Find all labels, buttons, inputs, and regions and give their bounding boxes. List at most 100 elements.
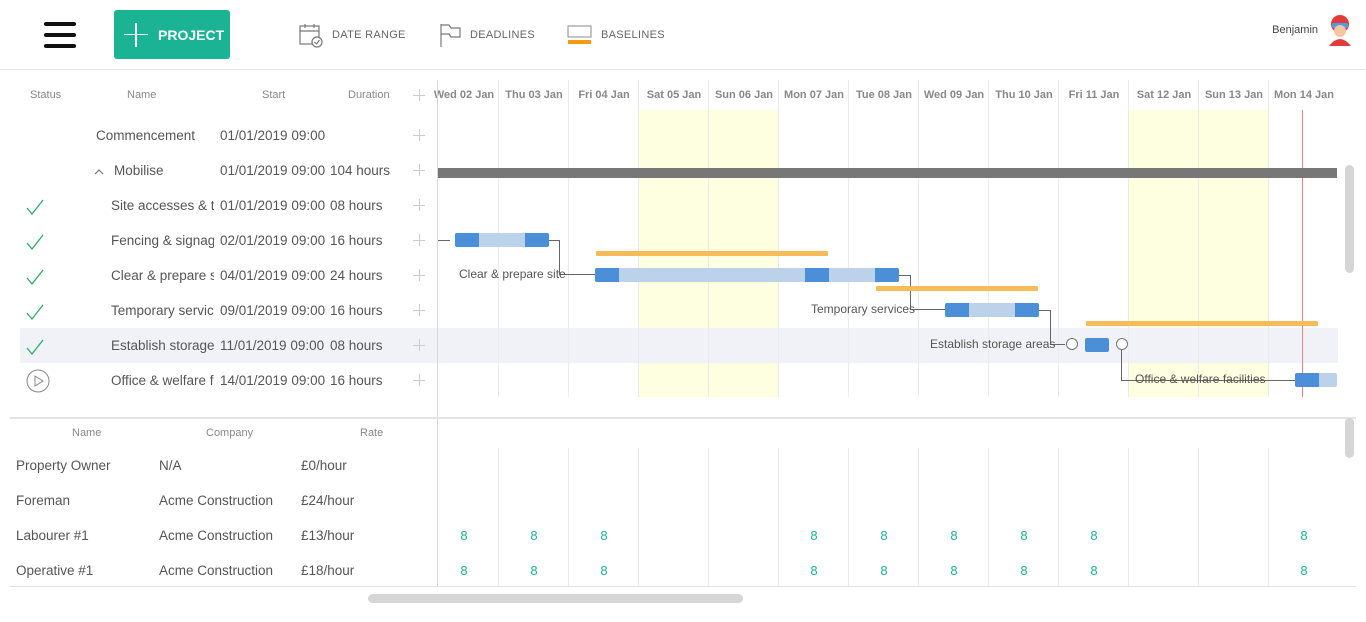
- resource-hours[interactable]: 8: [460, 528, 468, 543]
- user-menu[interactable]: Benjamin: [1272, 14, 1354, 46]
- complete-check-icon[interactable]: [26, 198, 44, 216]
- resource-hours[interactable]: 8: [1020, 563, 1028, 578]
- task-duration[interactable]: 104 hours: [330, 163, 391, 178]
- resource-hours[interactable]: 8: [880, 528, 888, 543]
- resource-rate[interactable]: £0/hour: [301, 458, 347, 473]
- resource-rate[interactable]: £13/hour: [301, 528, 355, 543]
- complete-check-icon[interactable]: [26, 303, 44, 321]
- deadlines-button[interactable]: DEADLINES: [440, 22, 535, 48]
- add-project-button[interactable]: PROJECT: [114, 10, 230, 59]
- resource-hours[interactable]: 8: [1300, 563, 1308, 578]
- add-task-icon[interactable]: [413, 339, 425, 351]
- resource-hours[interactable]: 8: [810, 528, 818, 543]
- baselines-button[interactable]: BASELINES: [567, 22, 665, 48]
- resource-hours[interactable]: 8: [460, 563, 468, 578]
- task-bar-handle[interactable]: [455, 233, 479, 247]
- resource-company[interactable]: Acme Construction: [159, 563, 274, 578]
- task-duration[interactable]: 08 hours: [330, 198, 383, 213]
- task-start[interactable]: 04/01/2019 09:00: [220, 268, 326, 283]
- resource-hours[interactable]: 8: [530, 528, 538, 543]
- column-header-start[interactable]: Start: [262, 89, 286, 101]
- task-name[interactable]: Clear & prepare si: [111, 268, 214, 283]
- resource-hours[interactable]: 8: [950, 563, 958, 578]
- task-start[interactable]: 01/01/2019 09:00: [220, 198, 326, 213]
- resource-hours[interactable]: 8: [1090, 528, 1098, 543]
- link-handle-left[interactable]: [1066, 338, 1078, 350]
- task-name[interactable]: Temporary services: [111, 303, 214, 318]
- horizontal-scrollbar[interactable]: [368, 594, 743, 603]
- task-bar-handle[interactable]: [875, 268, 899, 282]
- menu-icon[interactable]: [44, 22, 76, 48]
- summary-bar-mobilise[interactable]: [438, 168, 1337, 178]
- task-start[interactable]: 14/01/2019 09:00: [220, 373, 326, 388]
- task-bar-clear[interactable]: [595, 268, 899, 282]
- resource-hours[interactable]: 8: [600, 563, 608, 578]
- resource-name[interactable]: Labourer #1: [16, 528, 89, 543]
- resource-rate[interactable]: £18/hour: [301, 563, 355, 578]
- task-bar-handle[interactable]: [1015, 303, 1039, 317]
- add-task-icon[interactable]: [413, 374, 425, 386]
- resource-name[interactable]: Foreman: [16, 493, 71, 508]
- task-start[interactable]: 01/01/2019 09:00: [220, 163, 326, 178]
- resource-company[interactable]: Acme Construction: [159, 528, 274, 543]
- add-task-icon[interactable]: [413, 129, 425, 141]
- task-name[interactable]: Commencement: [96, 128, 196, 143]
- task-bar-handle[interactable]: [525, 233, 549, 247]
- task-duration[interactable]: 08 hours: [330, 338, 383, 353]
- column-header-status[interactable]: Status: [30, 89, 62, 101]
- task-duration[interactable]: 24 hours: [330, 268, 383, 283]
- collapse-chevron-icon[interactable]: [94, 164, 104, 175]
- add-task-icon[interactable]: [413, 234, 425, 246]
- resource-name[interactable]: Property Owner: [16, 458, 111, 473]
- task-bar-segment[interactable]: [805, 268, 829, 282]
- task-bar-handle[interactable]: [595, 268, 619, 282]
- add-task-icon[interactable]: [413, 269, 425, 281]
- resource-hours[interactable]: 8: [1300, 528, 1308, 543]
- resource-rate[interactable]: £24/hour: [301, 493, 355, 508]
- complete-check-icon[interactable]: [26, 233, 44, 251]
- task-start[interactable]: 02/01/2019 09:00: [220, 233, 326, 248]
- resource-scrollbar[interactable]: [1345, 418, 1354, 458]
- task-duration[interactable]: 16 hours: [330, 303, 383, 318]
- resource-header-name[interactable]: Name: [72, 427, 102, 439]
- resource-header-rate[interactable]: Rate: [360, 427, 384, 439]
- task-scrollbar[interactable]: [1345, 165, 1354, 273]
- task-name[interactable]: Mobilise: [114, 163, 164, 178]
- date-range-button[interactable]: DATE RANGE: [299, 22, 406, 48]
- grid-divider[interactable]: [437, 80, 438, 587]
- task-start[interactable]: 09/01/2019 09:00: [220, 303, 326, 318]
- resource-hours[interactable]: 8: [1020, 528, 1028, 543]
- task-duration[interactable]: 16 hours: [330, 233, 383, 248]
- add-task-icon[interactable]: [413, 304, 425, 316]
- resource-name[interactable]: Operative #1: [16, 563, 94, 578]
- resource-company[interactable]: N/A: [159, 458, 182, 473]
- task-start[interactable]: 01/01/2019 09:00: [220, 128, 326, 143]
- task-start[interactable]: 11/01/2019 09:00: [220, 338, 325, 353]
- task-name[interactable]: Fencing & signage: [111, 233, 214, 248]
- complete-check-icon[interactable]: [26, 268, 44, 286]
- resource-hours[interactable]: 8: [530, 563, 538, 578]
- task-duration[interactable]: 16 hours: [330, 373, 383, 388]
- play-status-icon[interactable]: [26, 369, 50, 393]
- task-bar-handle[interactable]: [945, 303, 969, 317]
- column-header-duration[interactable]: Duration: [348, 89, 390, 101]
- task-bar-storage[interactable]: [1085, 338, 1109, 352]
- resource-hours[interactable]: 8: [810, 563, 818, 578]
- column-header-name[interactable]: Name: [127, 89, 157, 101]
- task-name[interactable]: Office & welfare fa: [111, 373, 214, 388]
- task-name[interactable]: Establish storage: [111, 338, 214, 353]
- panel-split[interactable]: [10, 417, 1356, 419]
- resource-hours[interactable]: 8: [600, 528, 608, 543]
- resource-company[interactable]: Acme Construction: [159, 493, 274, 508]
- complete-check-icon[interactable]: [26, 338, 44, 356]
- add-task-icon[interactable]: [413, 164, 425, 176]
- resource-hours[interactable]: 8: [1090, 563, 1098, 578]
- link-handle-right[interactable]: [1116, 338, 1128, 350]
- resource-header-company[interactable]: Company: [206, 427, 254, 439]
- add-column-icon[interactable]: [413, 89, 425, 101]
- task-bar-handle[interactable]: [1295, 373, 1319, 387]
- task-name[interactable]: Site accesses & tr: [111, 198, 214, 213]
- resource-hours[interactable]: 8: [880, 563, 888, 578]
- add-task-icon[interactable]: [413, 199, 425, 211]
- resource-hours[interactable]: 8: [950, 528, 958, 543]
